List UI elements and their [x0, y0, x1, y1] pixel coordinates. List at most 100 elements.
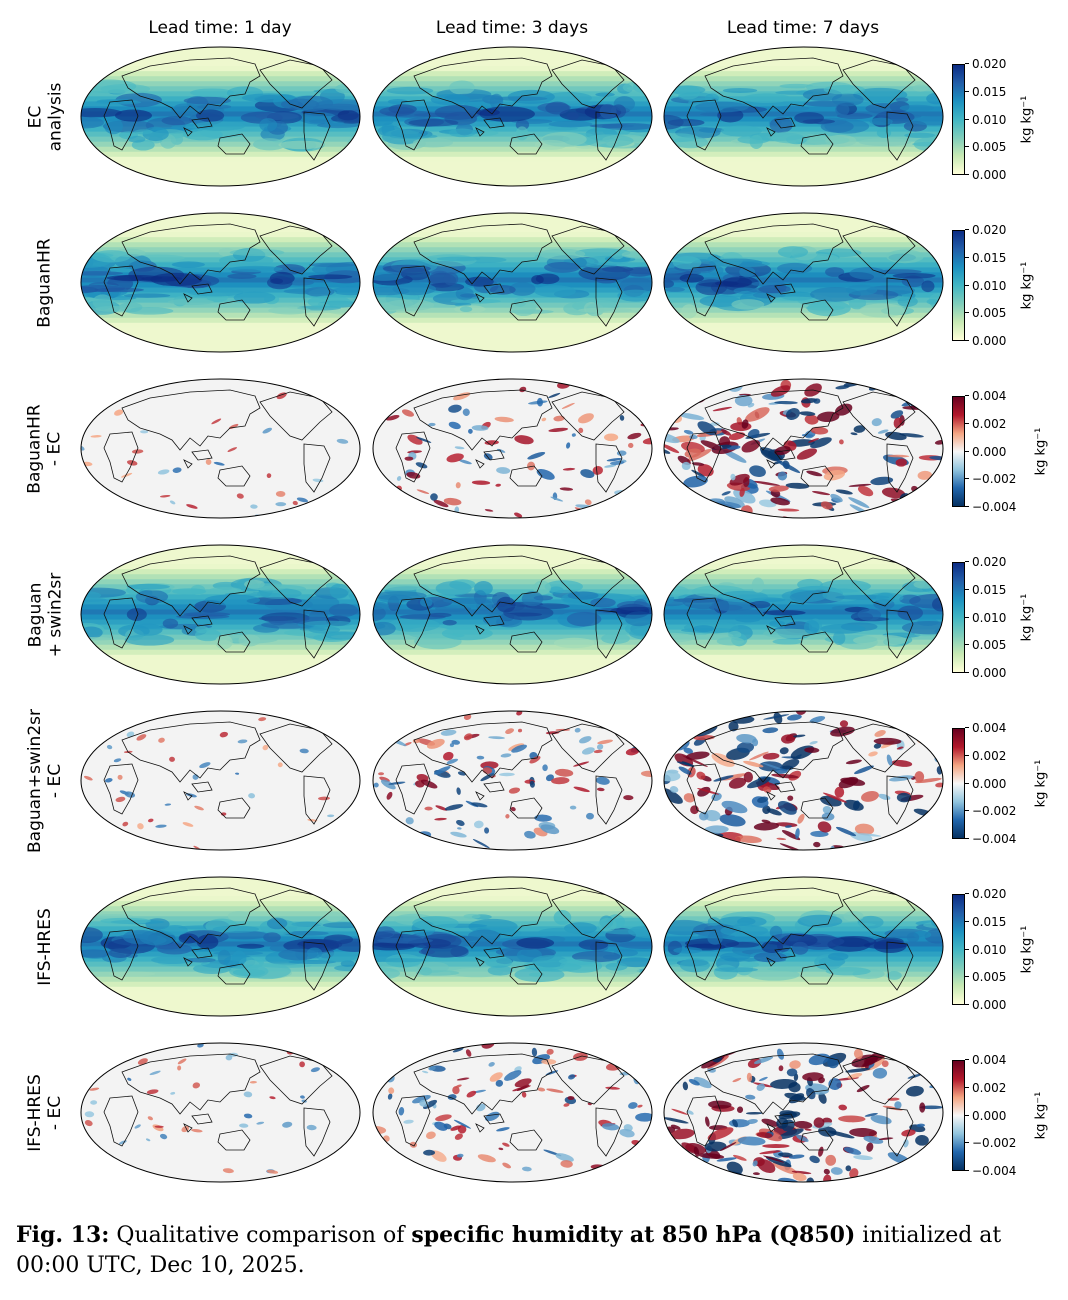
difference-anomaly: [476, 1103, 486, 1112]
humidity-blob: [722, 277, 753, 288]
humidity-blob: [717, 590, 768, 603]
difference-anomaly: [448, 404, 462, 413]
row-label: BaguanHR: [12, 212, 78, 353]
coastline: [413, 721, 553, 783]
humidity-band: [373, 347, 652, 352]
humidity-blob: [227, 273, 257, 279]
map-border: [372, 46, 653, 187]
humidity-blob: [442, 619, 457, 626]
humidity-blob: [124, 633, 175, 646]
humidity-band: [664, 886, 943, 892]
difference-anomaly: [625, 747, 640, 756]
humidity-band: [664, 237, 943, 243]
coastline: [303, 775, 331, 825]
humidity-band: [664, 327, 943, 334]
difference-anomaly: [753, 1056, 774, 1064]
difference-anomaly: [446, 453, 464, 463]
difference-anomaly: [840, 777, 866, 786]
difference-anomaly: [733, 1154, 747, 1161]
difference-anomaly: [488, 736, 505, 740]
coastline: [621, 53, 637, 67]
humidity-blob: [412, 916, 459, 931]
humidity-band: [81, 151, 360, 158]
humidity-blob: [926, 298, 939, 305]
difference-anomaly: [182, 822, 194, 827]
difference-anomaly: [683, 793, 696, 803]
difference-anomaly: [818, 1146, 824, 1157]
difference-anomaly: [788, 1093, 805, 1104]
difference-anomaly: [839, 439, 844, 445]
difference-anomaly: [452, 1086, 460, 1095]
humidity-blob: [521, 591, 544, 607]
difference-anomaly: [704, 1141, 727, 1152]
difference-anomaly: [845, 759, 862, 765]
humidity-blob: [545, 101, 570, 115]
coastline: [621, 717, 637, 731]
difference-anomaly: [416, 489, 430, 494]
coastline: [217, 631, 251, 653]
difference-anomaly: [669, 786, 679, 793]
humidity-blob: [460, 293, 477, 298]
coastline: [395, 929, 431, 981]
humidity-band: [373, 981, 652, 988]
difference-anomaly: [711, 792, 722, 802]
colorbar-tick: 0.020: [964, 556, 1006, 568]
humidity-blob: [325, 911, 343, 922]
difference-anomaly: [405, 817, 414, 825]
difference-anomaly: [664, 492, 671, 499]
humidity-blob: [331, 113, 360, 124]
map-border: [80, 710, 361, 851]
difference-anomaly: [595, 776, 610, 785]
difference-anomaly: [678, 766, 692, 775]
humidity-blob: [677, 85, 701, 100]
humidity-blob: [640, 639, 652, 648]
colorbar-unit: kg kg⁻¹: [1012, 64, 1042, 175]
difference-anomaly: [505, 814, 510, 819]
difference-anomaly: [810, 437, 832, 449]
difference-anomaly: [779, 843, 805, 850]
difference-anomaly: [573, 761, 590, 767]
humidity-band: [81, 946, 360, 953]
difference-anomaly: [757, 796, 769, 803]
difference-anomaly: [778, 1152, 793, 1157]
coastline: [413, 223, 553, 285]
coastline: [842, 723, 916, 773]
humidity-band: [664, 614, 943, 621]
humidity-blob: [100, 917, 151, 925]
humidity-blob: [679, 273, 704, 283]
humidity-blob: [449, 80, 475, 95]
difference-anomaly: [82, 820, 94, 827]
difference-anomaly: [919, 1102, 926, 1113]
difference-anomaly: [685, 846, 711, 850]
column-title-lead-7-days: Lead time: 7 days: [726, 18, 880, 38]
difference-anomaly: [428, 1066, 436, 1071]
humidity-blob: [770, 131, 811, 144]
difference-anomaly: [839, 720, 849, 728]
difference-anomaly: [560, 1160, 573, 1168]
difference-anomaly: [465, 1049, 472, 1057]
difference-anomaly: [787, 795, 794, 801]
difference-anomaly: [117, 505, 126, 511]
difference-anomaly: [746, 1118, 758, 1125]
humidity-blob: [259, 118, 278, 132]
row-label: Baguan + swin2sr: [12, 544, 78, 685]
humidity-blob: [578, 307, 633, 313]
row-label-line: BaguanHR: [25, 403, 45, 494]
difference-anomaly: [777, 471, 788, 481]
colorbar-tick-label: 0.000: [972, 998, 1007, 1012]
difference-anomaly: [869, 711, 890, 719]
difference-anomaly: [922, 404, 943, 410]
colorbar-tick: 0.000: [964, 169, 1006, 181]
humidity-blob: [316, 952, 357, 963]
colorbar-tick: 0.015: [964, 252, 1006, 264]
humidity-band: [664, 1001, 943, 1008]
coastline: [183, 127, 193, 137]
humidity-blob: [553, 910, 572, 925]
difference-anomaly: [122, 821, 129, 827]
difference-anomaly: [623, 490, 634, 496]
difference-anomaly: [849, 1168, 859, 1179]
difference-anomaly: [793, 734, 806, 738]
humidity-blob: [714, 967, 759, 973]
map-svg: [372, 46, 653, 187]
difference-anomaly: [685, 751, 710, 760]
